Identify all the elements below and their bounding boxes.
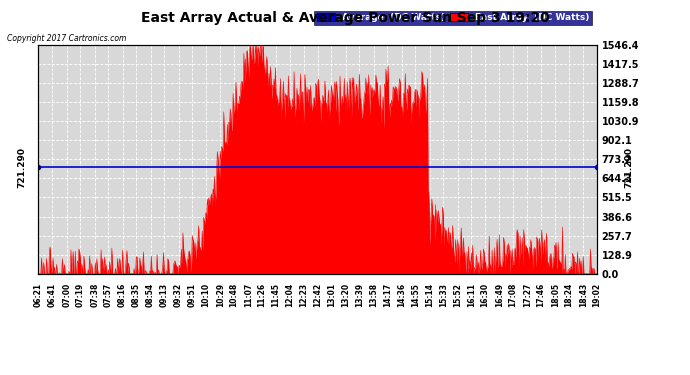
Text: 08:54: 08:54 [146,283,155,307]
Text: 13:01: 13:01 [327,283,336,307]
Text: 15:14: 15:14 [425,283,434,307]
Text: 11:26: 11:26 [257,283,266,307]
Text: 13:20: 13:20 [342,283,351,307]
Text: East Array Actual & Average Power Sun Sep 3 19:20: East Array Actual & Average Power Sun Se… [141,11,549,25]
Text: 11:45: 11:45 [272,283,281,307]
Text: 06:21: 06:21 [33,283,43,307]
Text: 17:46: 17:46 [536,283,545,307]
Text: 09:51: 09:51 [188,283,197,307]
Text: 13:58: 13:58 [369,283,378,307]
Text: 721.290: 721.290 [624,147,634,188]
Text: 07:00: 07:00 [62,283,71,307]
Legend: Average  (DC Watts), East Array  (DC Watts): Average (DC Watts), East Array (DC Watts… [314,10,592,25]
Text: 07:57: 07:57 [104,283,112,307]
Text: 12:42: 12:42 [313,283,322,307]
Text: 19:02: 19:02 [592,283,602,307]
Text: 15:52: 15:52 [453,283,462,307]
Text: 09:13: 09:13 [159,283,169,307]
Text: 12:04: 12:04 [285,283,294,307]
Text: 09:32: 09:32 [174,283,183,307]
Text: Copyright 2017 Cartronics.com: Copyright 2017 Cartronics.com [7,34,126,43]
Text: 17:27: 17:27 [523,283,532,307]
Text: 721.290: 721.290 [18,147,27,188]
Text: 12:23: 12:23 [299,283,308,307]
Text: 16:49: 16:49 [495,283,504,307]
Text: 14:36: 14:36 [397,283,406,307]
Text: 08:35: 08:35 [132,283,141,307]
Text: 16:11: 16:11 [467,283,476,307]
Text: 11:07: 11:07 [244,283,253,307]
Text: 10:10: 10:10 [201,283,210,307]
Text: 15:33: 15:33 [439,283,448,307]
Text: 13:39: 13:39 [355,283,364,307]
Text: 06:41: 06:41 [48,283,57,307]
Text: 14:17: 14:17 [383,283,392,307]
Text: 14:55: 14:55 [411,283,420,307]
Text: 18:43: 18:43 [579,283,588,307]
Text: 07:38: 07:38 [90,283,99,307]
Text: 07:19: 07:19 [76,283,85,307]
Text: 18:24: 18:24 [564,283,573,307]
Text: 18:05: 18:05 [551,283,560,307]
Text: 16:30: 16:30 [480,283,489,307]
Text: 17:08: 17:08 [509,283,518,307]
Text: 08:16: 08:16 [118,283,127,307]
Text: 10:48: 10:48 [229,283,238,307]
Text: 10:29: 10:29 [216,283,225,307]
